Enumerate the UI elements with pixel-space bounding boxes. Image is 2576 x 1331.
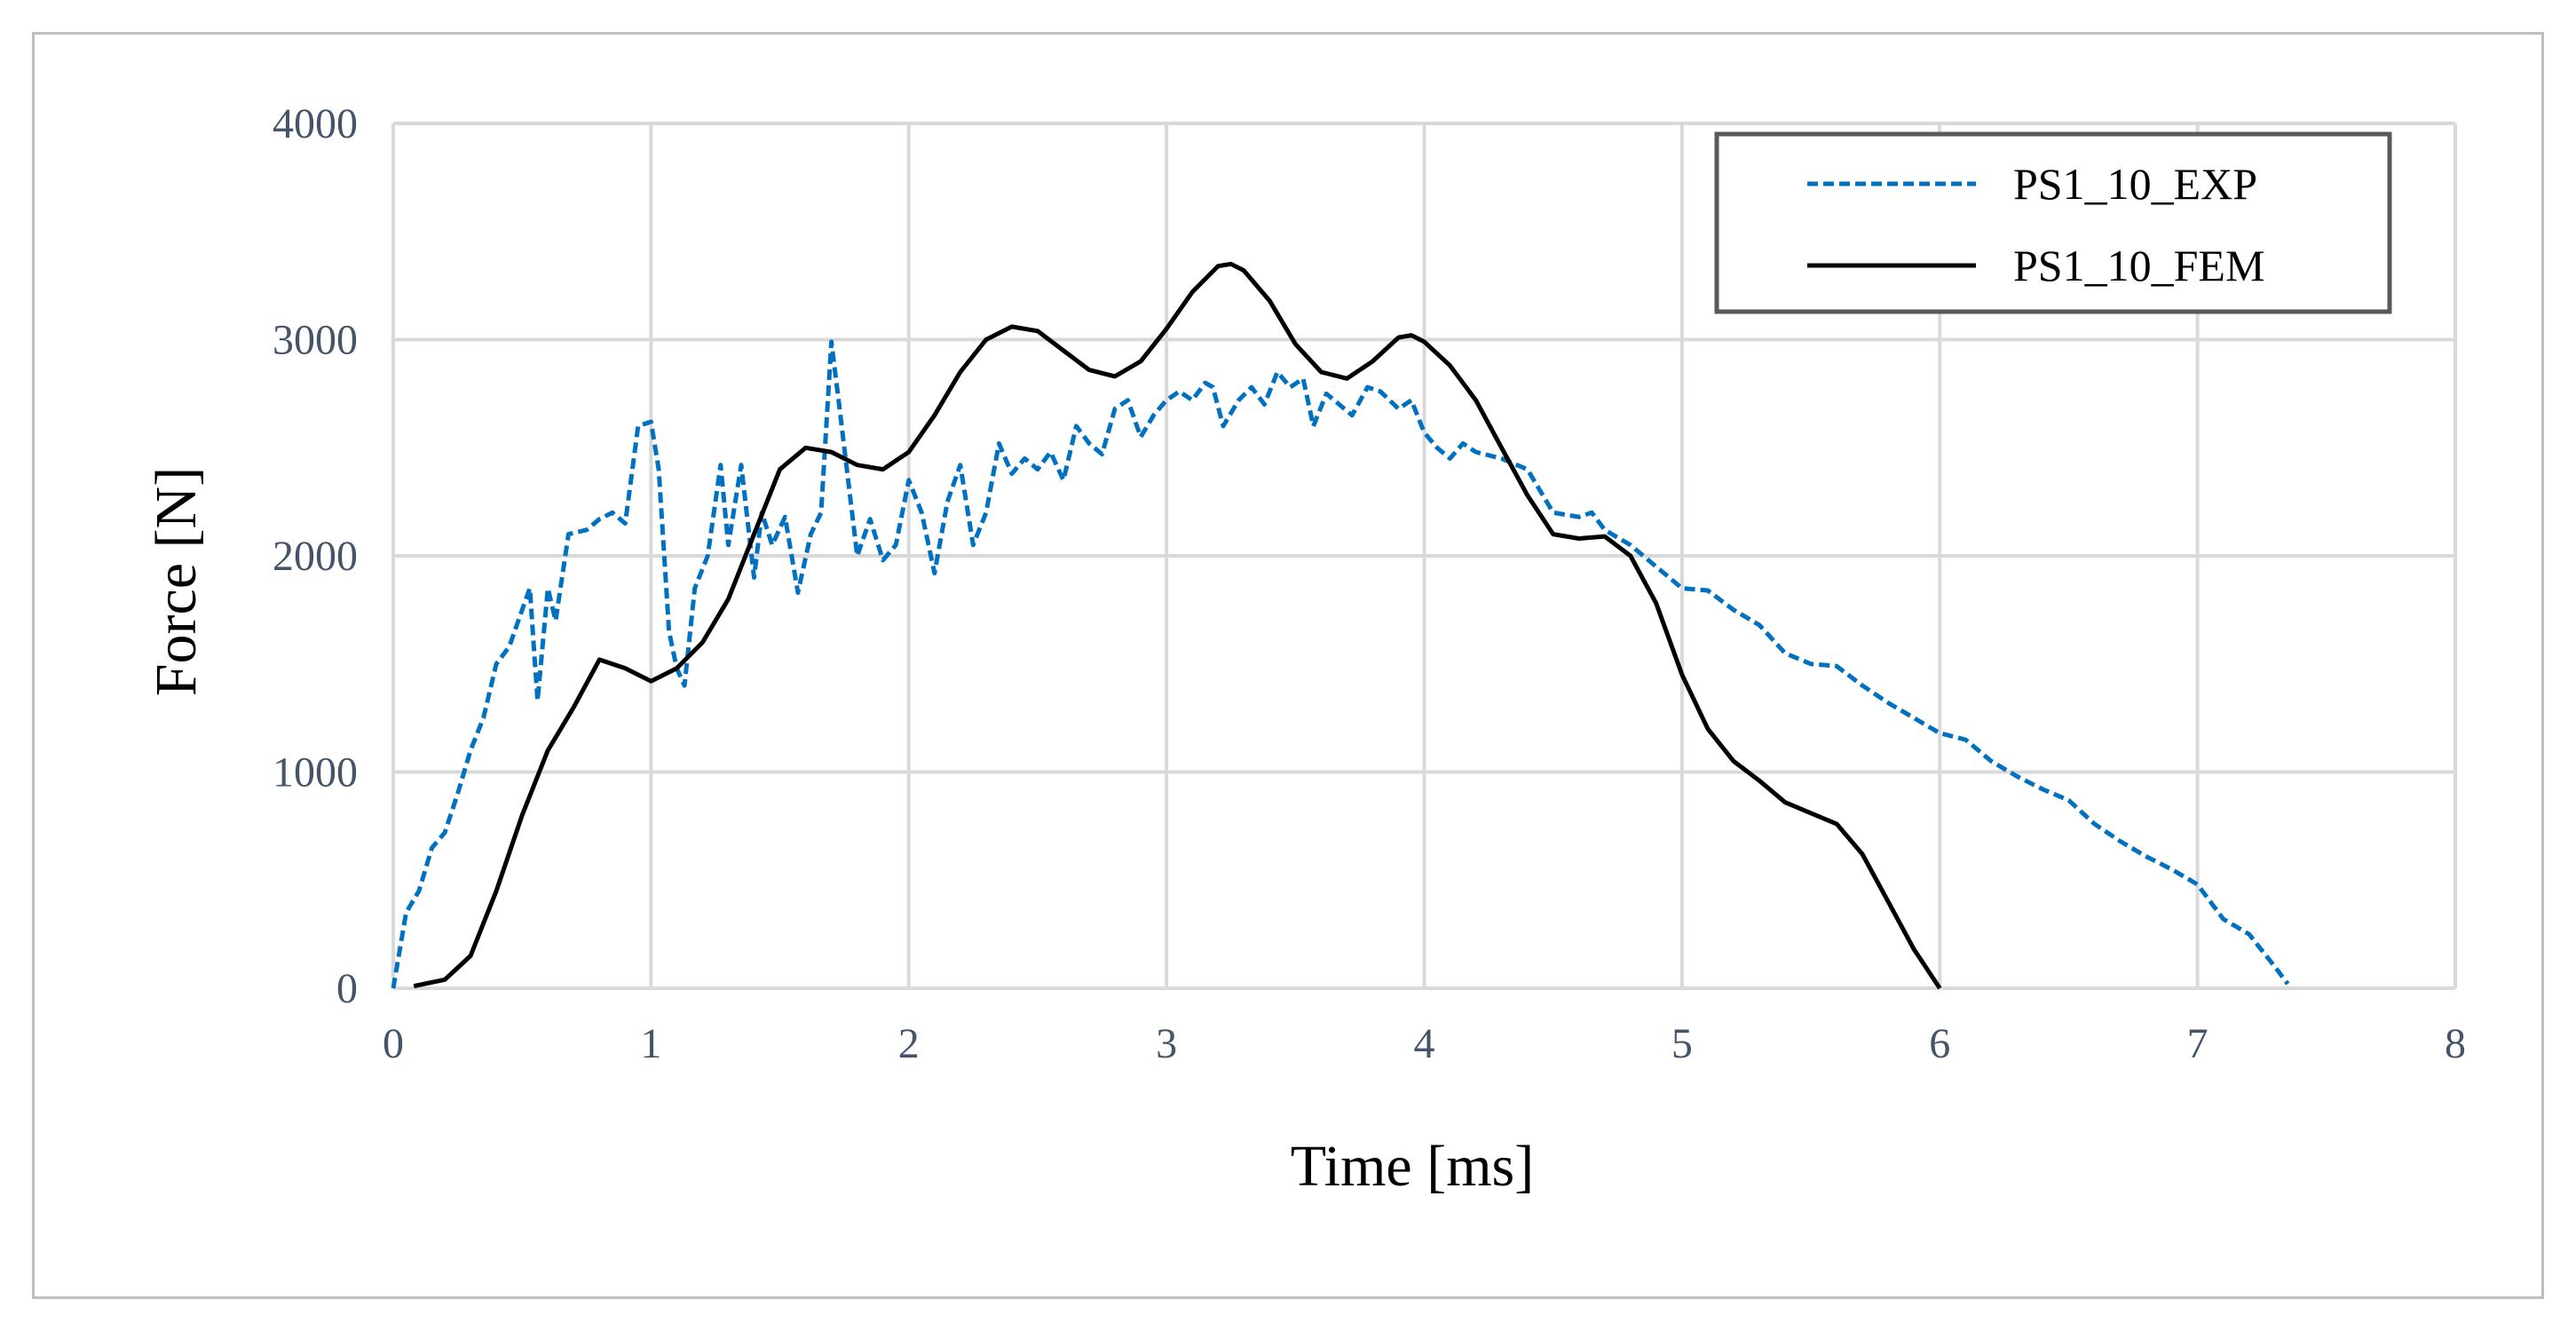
x-tick-label: 2 — [898, 1020, 920, 1067]
x-tick-label: 0 — [383, 1020, 404, 1067]
y-axis-ticks: 0 1000 2000 3000 4000 — [273, 100, 358, 1012]
series-line-ps1-10-exp — [391, 339, 2290, 989]
x-axis-title: Time [ms] — [1291, 1134, 1534, 1199]
x-axis-ticks: 0 1 2 3 4 5 6 7 8 — [383, 1020, 2466, 1067]
series-line-ps1-10-fem — [413, 261, 1942, 990]
legend-box — [1714, 131, 2392, 314]
y-tick-label: 0 — [336, 965, 358, 1012]
x-tick-label: 4 — [1414, 1020, 1435, 1067]
series-layer — [391, 261, 2290, 990]
legend: PS1_10_EXP PS1_10_FEM — [1714, 131, 2392, 314]
y-tick-label: 4000 — [273, 100, 358, 147]
y-tick-label: 3000 — [273, 317, 358, 364]
x-tick-label: 5 — [1671, 1020, 1693, 1067]
x-tick-label: 7 — [2187, 1020, 2209, 1067]
y-tick-label: 2000 — [273, 533, 358, 580]
gridlines — [391, 122, 2457, 990]
legend-label-fem: PS1_10_FEM — [2013, 241, 2264, 290]
x-tick-label: 8 — [2445, 1020, 2466, 1067]
x-tick-label: 1 — [640, 1020, 661, 1067]
y-axis-title: Force [N] — [144, 467, 209, 696]
legend-label-exp: PS1_10_EXP — [2013, 159, 2257, 209]
y-tick-label: 1000 — [273, 749, 358, 796]
x-tick-label: 3 — [1156, 1020, 1177, 1067]
x-tick-label: 6 — [1929, 1020, 1950, 1067]
